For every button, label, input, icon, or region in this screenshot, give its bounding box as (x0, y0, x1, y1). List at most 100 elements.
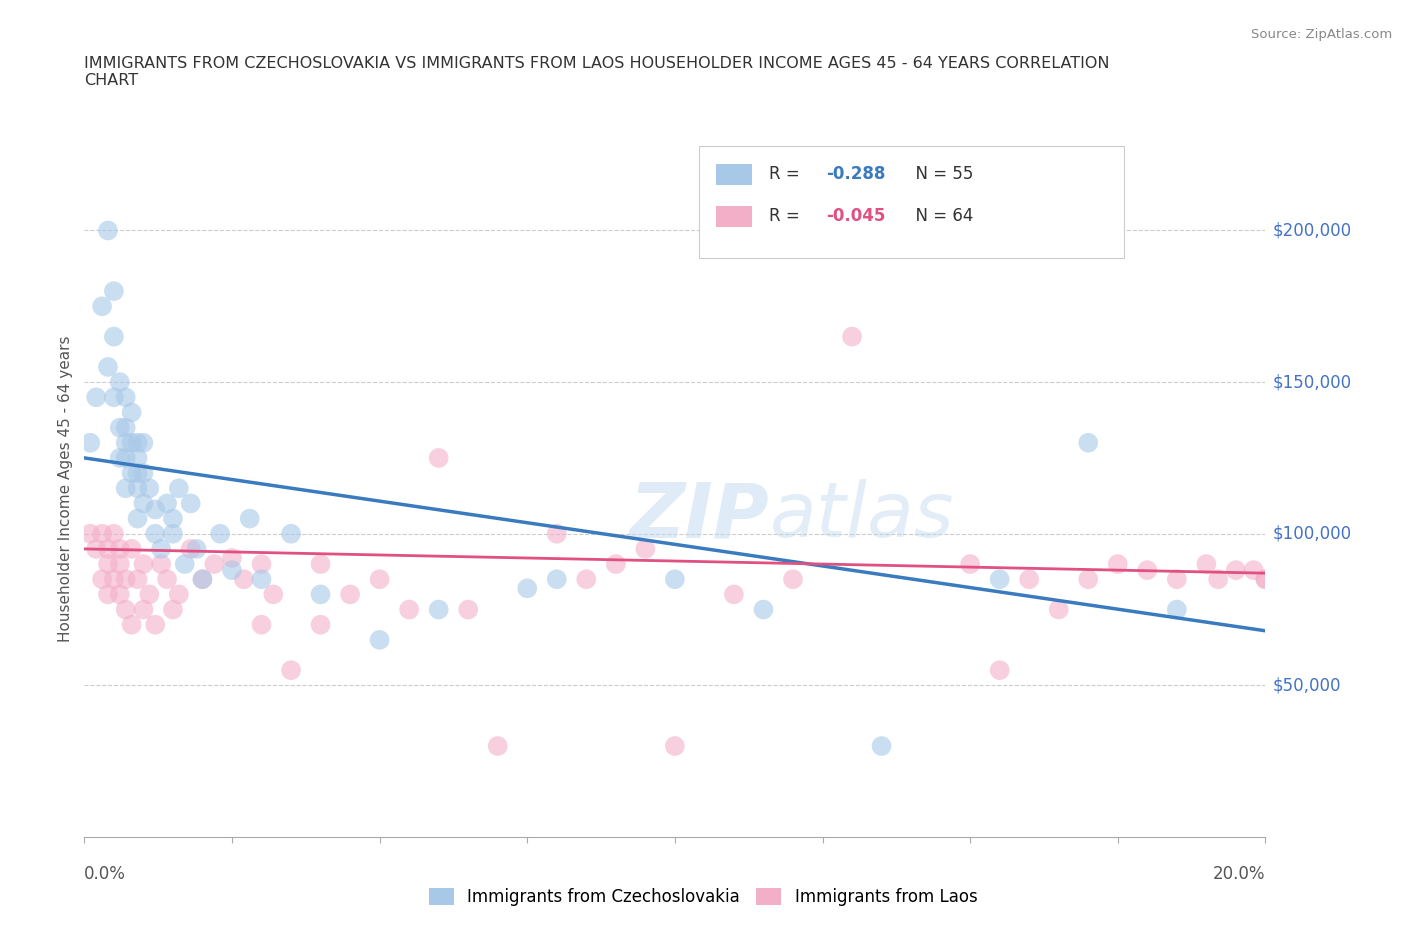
Point (121, 618, 143, 632)
Point (427, 450, 450, 465)
Point (103, 390, 125, 405)
Point (132, 435, 155, 450)
Text: $150,000: $150,000 (1272, 373, 1351, 392)
Point (127, 512, 149, 526)
Point (1254, 572, 1277, 587)
Text: ZIP: ZIP (630, 479, 769, 553)
Text: -0.045: -0.045 (827, 207, 886, 225)
Text: N = 64: N = 64 (905, 207, 973, 225)
Point (186, 541, 208, 556)
Point (1225, 563, 1247, 578)
Text: IMMIGRANTS FROM CZECHOSLOVAKIA VS IMMIGRANTS FROM LAOS HOUSEHOLDER INCOME AGES 4: IMMIGRANTS FROM CZECHOSLOVAKIA VS IMMIGR… (84, 56, 1109, 88)
Point (108, 450, 131, 465)
Point (191, 572, 214, 587)
Point (959, 557, 981, 572)
Point (250, 618, 273, 632)
Text: Source: ZipAtlas.com: Source: ZipAtlas.com (1251, 28, 1392, 41)
Point (250, 572, 273, 587)
Point (1077, 435, 1099, 450)
FancyBboxPatch shape (699, 147, 1123, 259)
Point (368, 632, 391, 647)
Point (79, 526, 101, 541)
Point (114, 435, 136, 450)
Point (108, 541, 131, 556)
Point (97, 587, 120, 602)
Point (575, 572, 598, 587)
Point (546, 526, 568, 541)
Point (91, 526, 114, 541)
Point (239, 512, 262, 526)
Point (841, 329, 863, 344)
Point (143, 618, 166, 632)
Point (368, 572, 391, 587)
Y-axis label: Householder Income Ages 45 - 64 years: Householder Income Ages 45 - 64 years (58, 335, 73, 642)
Point (108, 587, 131, 602)
Point (1136, 563, 1159, 578)
Point (752, 602, 775, 617)
Point (1195, 557, 1218, 572)
Point (339, 587, 361, 602)
Point (150, 557, 173, 572)
Point (988, 572, 1011, 587)
Point (782, 572, 804, 587)
Point (121, 541, 143, 556)
Point (138, 481, 160, 496)
Point (1166, 602, 1188, 617)
Point (91, 299, 114, 313)
Point (1254, 572, 1277, 587)
Point (1047, 602, 1070, 617)
Text: atlas: atlas (769, 479, 953, 553)
Point (221, 551, 243, 565)
Point (143, 526, 166, 541)
Point (150, 541, 173, 556)
Point (173, 557, 195, 572)
Point (132, 466, 155, 481)
Point (121, 435, 143, 450)
Point (108, 557, 131, 572)
Point (121, 405, 143, 419)
Point (486, 738, 509, 753)
Point (97, 541, 120, 556)
Point (1107, 557, 1129, 572)
Point (162, 512, 184, 526)
Point (97, 223, 120, 238)
Point (103, 526, 125, 541)
Point (127, 466, 149, 481)
Point (114, 450, 136, 465)
Point (162, 526, 184, 541)
Point (280, 526, 302, 541)
Point (988, 663, 1011, 678)
Point (114, 572, 136, 587)
Point (162, 602, 184, 617)
Point (127, 450, 149, 465)
Point (634, 541, 657, 556)
Point (1166, 572, 1188, 587)
Point (262, 587, 284, 602)
Point (309, 557, 332, 572)
Point (250, 557, 273, 572)
Legend: Immigrants from Czechoslovakia, Immigrants from Laos: Immigrants from Czechoslovakia, Immigran… (422, 881, 984, 912)
Point (103, 284, 125, 299)
Point (180, 496, 202, 511)
Point (605, 557, 627, 572)
FancyBboxPatch shape (716, 164, 752, 185)
Point (132, 496, 155, 511)
Point (108, 375, 131, 390)
Point (1243, 563, 1265, 578)
Point (156, 572, 179, 587)
Point (202, 557, 225, 572)
Text: $100,000: $100,000 (1272, 525, 1351, 543)
Point (132, 557, 155, 572)
Point (167, 587, 190, 602)
Point (114, 602, 136, 617)
Point (79, 435, 101, 450)
Point (457, 602, 479, 617)
Point (121, 466, 143, 481)
Point (114, 390, 136, 405)
Text: 20.0%: 20.0% (1213, 865, 1265, 884)
Point (97, 360, 120, 375)
Point (127, 481, 149, 496)
Point (103, 572, 125, 587)
Point (209, 526, 232, 541)
Point (664, 738, 686, 753)
